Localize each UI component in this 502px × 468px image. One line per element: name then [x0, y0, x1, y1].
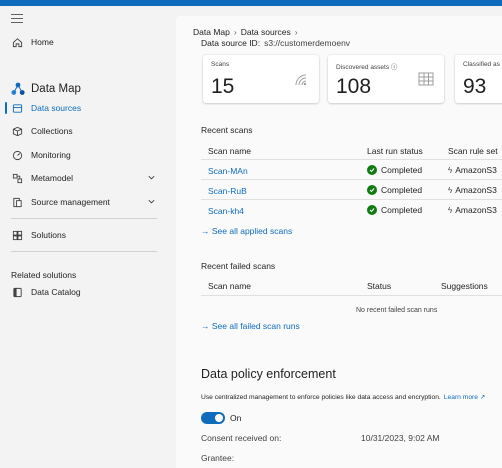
breadcrumb: Data Map › Data sources ›	[193, 27, 298, 37]
gauge-icon	[11, 149, 23, 161]
sidebar-item-solutions[interactable]: Solutions	[0, 224, 168, 246]
ruleset-cell: ϟ AmazonS3	[448, 185, 497, 195]
breadcrumb-separator-icon: ›	[233, 27, 237, 37]
section-title-data-map: Data Map	[11, 82, 81, 96]
scan-name-link[interactable]: Scan-RuB	[208, 186, 247, 196]
chevron-down-icon[interactable]	[147, 197, 156, 208]
scan-name-link[interactable]: Scan-kh4	[208, 206, 244, 216]
sidebar-item-label: Solutions	[31, 230, 66, 240]
card-title: Scans	[211, 61, 230, 68]
check-circle-icon	[367, 165, 377, 175]
scan-radar-icon	[293, 72, 309, 93]
lightning-icon: ϟ	[448, 165, 453, 175]
sidebar-item-collections[interactable]: Collections	[0, 120, 168, 142]
top-accent-bar	[0, 0, 502, 6]
sidebar-item-metamodel[interactable]: Metamodel	[0, 167, 168, 189]
sidebar-item-label: Home	[31, 37, 54, 47]
card-value: 108	[336, 75, 372, 98]
scans-card[interactable]: Scans 15	[203, 55, 319, 103]
ruleset-cell: ϟ AmazonS3	[448, 165, 497, 175]
grantee-label: Grantee:	[201, 453, 235, 463]
data-policy-enforcement-heading: Data policy enforcement	[201, 367, 336, 381]
source-management-icon	[11, 196, 23, 208]
breadcrumb-item[interactable]: Data sources	[240, 27, 291, 37]
toggle-knob	[215, 414, 223, 422]
policy-enforcement-toggle[interactable]	[201, 412, 225, 424]
data-sources-icon	[11, 102, 23, 114]
lightning-icon: ϟ	[448, 185, 453, 195]
open-external-icon: ↗	[479, 394, 486, 401]
card-value: 93	[463, 75, 487, 98]
card-title: Discovered assets ⓘ	[336, 64, 398, 71]
data-source-id-value: s3://customerdemoenv	[264, 38, 351, 48]
solutions-grid-icon	[11, 229, 23, 241]
sidebar-item-label: Monitoring	[31, 150, 71, 160]
column-header-scan-name[interactable]: Scan name	[208, 281, 251, 291]
consent-label: Consent received on:	[201, 433, 282, 443]
info-icon[interactable]: ⓘ	[390, 64, 398, 71]
column-header-status[interactable]: Status	[367, 281, 392, 291]
hamburger-menu-icon[interactable]	[11, 14, 23, 24]
chevron-down-icon[interactable]	[147, 173, 156, 184]
card-title: Classified as	[463, 61, 500, 68]
active-indicator	[5, 102, 7, 114]
arrow-right-icon: →	[201, 226, 210, 236]
table-icon	[418, 72, 434, 91]
related-solutions-heading: Related solutions	[11, 270, 77, 280]
see-all-failed-scan-runs-link[interactable]: → See all failed scan runs	[201, 321, 300, 331]
sidebar-item-home[interactable]: Home	[0, 31, 168, 53]
sidebar-item-label: Data Catalog	[31, 287, 81, 297]
status-cell: Completed	[367, 205, 422, 215]
empty-state-text: No recent failed scan runs	[356, 307, 438, 314]
card-value: 15	[211, 75, 235, 98]
column-header-suggestions[interactable]: Suggestions	[441, 281, 488, 291]
table-divider	[201, 295, 502, 296]
toggle-label: On	[230, 413, 242, 423]
table-divider	[201, 159, 502, 160]
sidebar-divider	[11, 218, 157, 219]
check-circle-icon	[367, 185, 377, 195]
learn-more-link[interactable]: Learn more ↗	[443, 394, 486, 401]
sidebar-item-data-catalog[interactable]: Data Catalog	[0, 281, 168, 303]
table-divider	[201, 179, 502, 180]
discovered-assets-card[interactable]: Discovered assets ⓘ 108	[328, 55, 444, 103]
sidebar-item-monitoring[interactable]: Monitoring	[0, 144, 168, 166]
main-content: Data Map › Data sources › Data source ID…	[176, 16, 502, 468]
classified-assets-card[interactable]: Classified as 93	[455, 55, 502, 103]
scan-name-link[interactable]: Scan-MAn	[208, 166, 248, 176]
column-header-scan-name[interactable]: Scan name	[208, 146, 251, 156]
column-header-scan-rule-set[interactable]: Scan rule set	[448, 146, 498, 156]
ruleset-cell: ϟ AmazonS3	[448, 205, 497, 215]
sidebar-item-source-management[interactable]: Source management	[0, 191, 168, 213]
data-source-id: Data source ID: s3://customerdemoenv	[201, 38, 351, 48]
column-header-last-run-status[interactable]: Last run status	[367, 146, 423, 156]
sidebar-item-label: Data sources	[31, 103, 82, 113]
sidebar-item-label: Collections	[31, 126, 73, 136]
status-cell: Completed	[367, 165, 422, 175]
status-cell: Completed	[367, 185, 422, 195]
consent-value: 10/31/2023, 9:02 AM	[361, 433, 440, 443]
collections-icon	[11, 125, 23, 137]
breadcrumb-item[interactable]: Data Map	[193, 27, 230, 37]
sidebar: Home Data Map Data sources Collections M…	[0, 6, 168, 468]
breadcrumb-separator-icon: ›	[294, 27, 298, 37]
arrow-right-icon: →	[201, 321, 210, 331]
data-catalog-icon	[11, 286, 23, 298]
sidebar-item-data-sources[interactable]: Data sources	[0, 97, 168, 119]
metamodel-icon	[11, 172, 23, 184]
lightning-icon: ϟ	[448, 205, 453, 215]
recent-failed-scans-heading: Recent failed scans	[201, 261, 276, 271]
check-circle-icon	[367, 205, 377, 215]
see-all-applied-scans-link[interactable]: → See all applied scans	[201, 226, 293, 236]
policy-description: Use centralized management to enforce po…	[201, 394, 486, 401]
home-icon	[11, 36, 23, 48]
sidebar-divider	[11, 251, 157, 252]
recent-scans-heading: Recent scans	[201, 125, 253, 135]
sidebar-item-label: Source management	[31, 197, 110, 207]
data-map-logo-icon	[11, 82, 25, 96]
table-divider	[201, 199, 502, 200]
sidebar-item-label: Metamodel	[31, 173, 74, 183]
